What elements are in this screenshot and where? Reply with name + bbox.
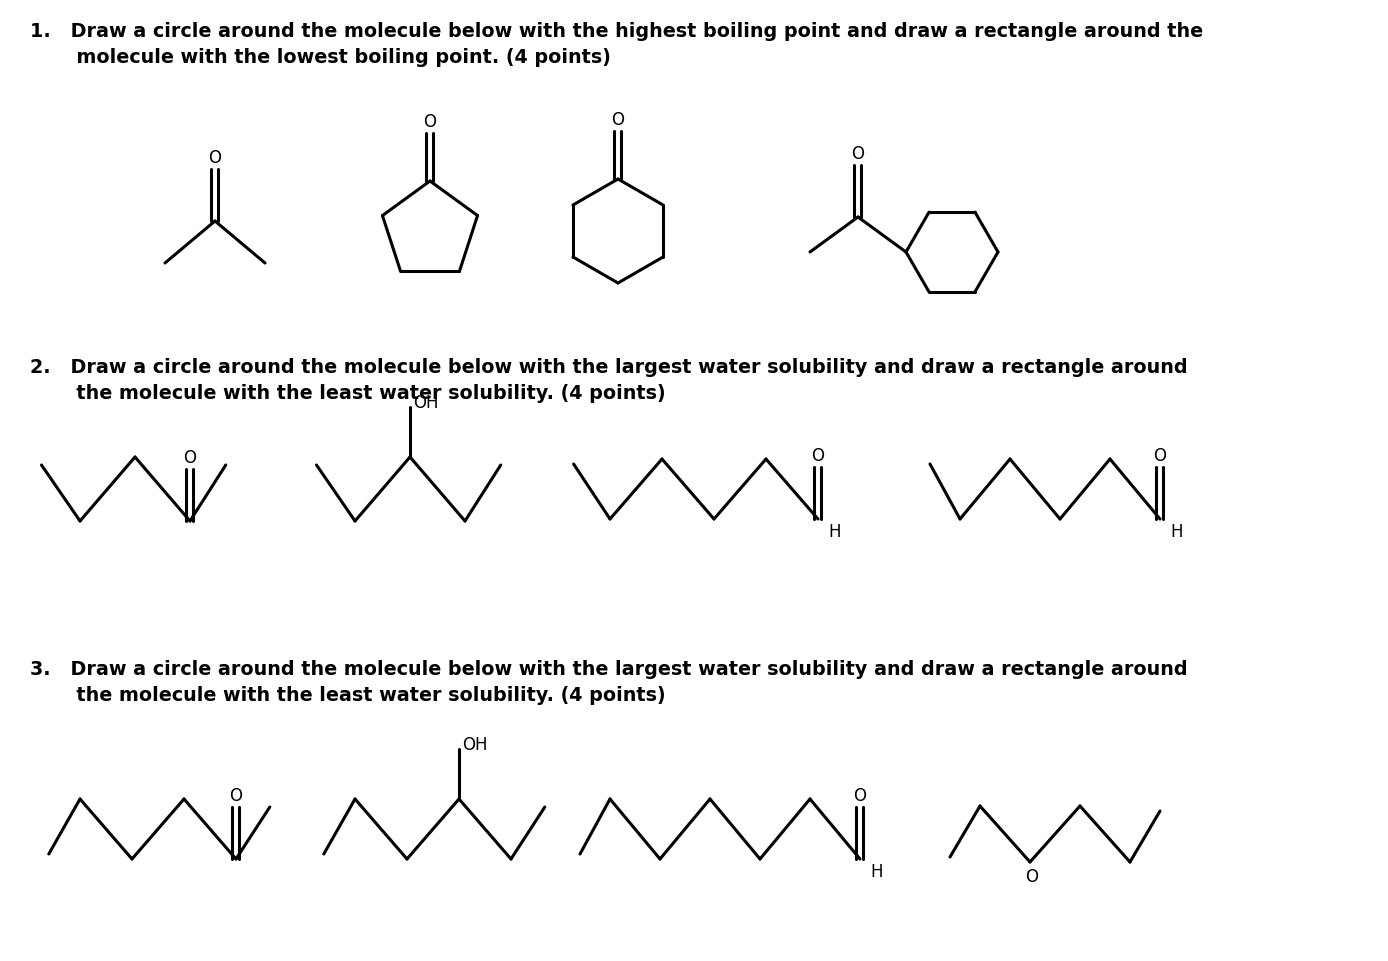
Text: H: H [1170, 523, 1183, 540]
Text: 2.   Draw a circle around the molecule below with the largest water solubility a: 2. Draw a circle around the molecule bel… [31, 357, 1188, 377]
Text: O: O [851, 145, 865, 162]
Text: O: O [1153, 447, 1166, 464]
Text: H: H [870, 862, 883, 880]
Text: OH: OH [414, 394, 439, 411]
Text: 1.   Draw a circle around the molecule below with the highest boiling point and : 1. Draw a circle around the molecule bel… [31, 22, 1203, 41]
Text: the molecule with the least water solubility. (4 points): the molecule with the least water solubi… [31, 383, 666, 403]
Text: O: O [1026, 867, 1038, 885]
Text: O: O [423, 112, 436, 131]
Text: O: O [854, 786, 866, 804]
Text: H: H [829, 523, 841, 540]
Text: molecule with the lowest boiling point. (4 points): molecule with the lowest boiling point. … [31, 48, 611, 67]
Text: O: O [612, 111, 625, 129]
Text: 3.   Draw a circle around the molecule below with the largest water solubility a: 3. Draw a circle around the molecule bel… [31, 659, 1188, 678]
Text: O: O [208, 149, 222, 167]
Text: O: O [229, 786, 243, 804]
Text: the molecule with the least water solubility. (4 points): the molecule with the least water solubi… [31, 685, 666, 704]
Text: O: O [183, 449, 197, 466]
Text: O: O [812, 447, 824, 464]
Text: OH: OH [462, 735, 487, 753]
